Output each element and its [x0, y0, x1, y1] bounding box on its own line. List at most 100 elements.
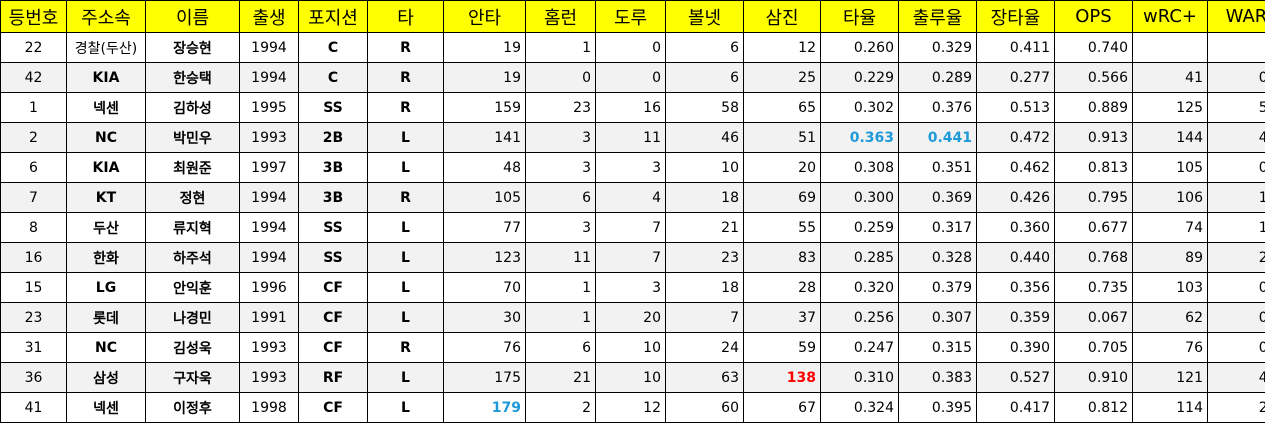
cell-birth[interactable]: 1993 [239, 332, 299, 363]
cell-war[interactable]: 1.0 [1207, 212, 1265, 243]
cell-ops[interactable]: 0.705 [1054, 332, 1133, 363]
cell-war[interactable]: 0.7 [1207, 152, 1265, 183]
cell-walks[interactable]: 18 [665, 272, 744, 303]
cell-strikeouts[interactable]: 65 [743, 92, 821, 123]
cell-homeruns[interactable]: 0 [525, 62, 596, 93]
cell-hits[interactable]: 19 [443, 32, 526, 63]
cell-walks[interactable]: 46 [665, 122, 744, 153]
cell-strikeouts[interactable]: 83 [743, 242, 821, 273]
cell-war[interactable]: 4.0 [1207, 362, 1265, 393]
cell-ops[interactable]: 0.677 [1054, 212, 1133, 243]
cell-ops[interactable]: 0.795 [1054, 182, 1133, 213]
cell-avg[interactable]: 0.320 [820, 272, 899, 303]
cell-strikeouts[interactable]: 51 [743, 122, 821, 153]
cell-wrc[interactable]: 114 [1132, 392, 1208, 423]
cell-homeruns[interactable]: 6 [525, 182, 596, 213]
cell-number[interactable]: 41 [0, 392, 67, 423]
cell-team[interactable]: 넥센 [66, 392, 146, 423]
cell-position[interactable]: SS [298, 92, 368, 123]
cell-avg[interactable]: 0.363 [820, 122, 899, 153]
col-header-obp[interactable]: 출루율 [898, 0, 977, 33]
cell-steals[interactable]: 4 [595, 182, 666, 213]
cell-number[interactable]: 22 [0, 32, 67, 63]
cell-slg[interactable]: 0.356 [976, 272, 1055, 303]
cell-team[interactable]: 한화 [66, 242, 146, 273]
cell-hits[interactable]: 76 [443, 332, 526, 363]
cell-wrc[interactable]: 41 [1132, 62, 1208, 93]
cell-birth[interactable]: 1996 [239, 272, 299, 303]
cell-avg[interactable]: 0.302 [820, 92, 899, 123]
cell-walks[interactable]: 6 [665, 62, 744, 93]
cell-name[interactable]: 정현 [145, 182, 240, 213]
cell-slg[interactable]: 0.417 [976, 392, 1055, 423]
cell-walks[interactable]: 7 [665, 302, 744, 333]
cell-steals[interactable]: 0 [595, 62, 666, 93]
col-header-hits[interactable]: 안타 [443, 0, 526, 33]
cell-bats[interactable]: L [367, 302, 444, 333]
col-header-bats[interactable]: 타 [367, 0, 444, 33]
cell-strikeouts[interactable]: 67 [743, 392, 821, 423]
cell-bats[interactable]: L [367, 242, 444, 273]
cell-steals[interactable]: 10 [595, 332, 666, 363]
cell-birth[interactable]: 1994 [239, 212, 299, 243]
cell-war[interactable]: 0.1 [1207, 62, 1265, 93]
cell-bats[interactable]: R [367, 62, 444, 93]
cell-walks[interactable]: 6 [665, 32, 744, 63]
cell-war[interactable]: 1.7 [1207, 182, 1265, 213]
cell-birth[interactable]: 1993 [239, 122, 299, 153]
col-header-steals[interactable]: 도루 [595, 0, 666, 33]
cell-slg[interactable]: 0.513 [976, 92, 1055, 123]
cell-birth[interactable]: 1994 [239, 242, 299, 273]
cell-wrc[interactable]: 103 [1132, 272, 1208, 303]
cell-strikeouts[interactable]: 37 [743, 302, 821, 333]
cell-position[interactable]: CF [298, 392, 368, 423]
cell-walks[interactable]: 24 [665, 332, 744, 363]
cell-name[interactable]: 하주석 [145, 242, 240, 273]
cell-hits[interactable]: 105 [443, 182, 526, 213]
cell-homeruns[interactable]: 21 [525, 362, 596, 393]
cell-position[interactable]: SS [298, 212, 368, 243]
cell-position[interactable]: RF [298, 362, 368, 393]
cell-wrc[interactable]: 144 [1132, 122, 1208, 153]
col-header-wrc[interactable]: wRC+ [1132, 0, 1208, 33]
cell-steals[interactable]: 0 [595, 32, 666, 63]
cell-position[interactable]: CF [298, 332, 368, 363]
cell-strikeouts[interactable]: 12 [743, 32, 821, 63]
cell-homeruns[interactable]: 3 [525, 212, 596, 243]
cell-obp[interactable]: 0.376 [898, 92, 977, 123]
cell-walks[interactable]: 23 [665, 242, 744, 273]
cell-birth[interactable]: 1993 [239, 362, 299, 393]
cell-bats[interactable]: L [367, 362, 444, 393]
cell-team[interactable]: 두산 [66, 212, 146, 243]
cell-birth[interactable]: 1998 [239, 392, 299, 423]
cell-bats[interactable]: R [367, 182, 444, 213]
col-header-slg[interactable]: 장타율 [976, 0, 1055, 33]
cell-wrc[interactable]: 105 [1132, 152, 1208, 183]
cell-slg[interactable]: 0.440 [976, 242, 1055, 273]
cell-homeruns[interactable]: 2 [525, 392, 596, 423]
cell-name[interactable]: 류지혁 [145, 212, 240, 243]
cell-strikeouts[interactable]: 25 [743, 62, 821, 93]
cell-avg[interactable]: 0.285 [820, 242, 899, 273]
cell-birth[interactable]: 1991 [239, 302, 299, 333]
cell-bats[interactable]: R [367, 32, 444, 63]
cell-hits[interactable]: 141 [443, 122, 526, 153]
cell-obp[interactable]: 0.395 [898, 392, 977, 423]
cell-obp[interactable]: 0.383 [898, 362, 977, 393]
col-header-avg[interactable]: 타율 [820, 0, 899, 33]
cell-ops[interactable]: 0.566 [1054, 62, 1133, 93]
cell-avg[interactable]: 0.310 [820, 362, 899, 393]
cell-position[interactable]: SS [298, 242, 368, 273]
cell-slg[interactable]: 0.462 [976, 152, 1055, 183]
cell-homeruns[interactable]: 23 [525, 92, 596, 123]
cell-wrc[interactable]: 74 [1132, 212, 1208, 243]
cell-team[interactable]: 경찰(두산) [66, 32, 146, 63]
cell-ops[interactable]: 0.067 [1054, 302, 1133, 333]
cell-avg[interactable]: 0.300 [820, 182, 899, 213]
cell-obp[interactable]: 0.369 [898, 182, 977, 213]
cell-bats[interactable]: L [367, 272, 444, 303]
cell-obp[interactable]: 0.315 [898, 332, 977, 363]
cell-birth[interactable]: 1994 [239, 62, 299, 93]
cell-birth[interactable]: 1995 [239, 92, 299, 123]
cell-number[interactable]: 8 [0, 212, 67, 243]
